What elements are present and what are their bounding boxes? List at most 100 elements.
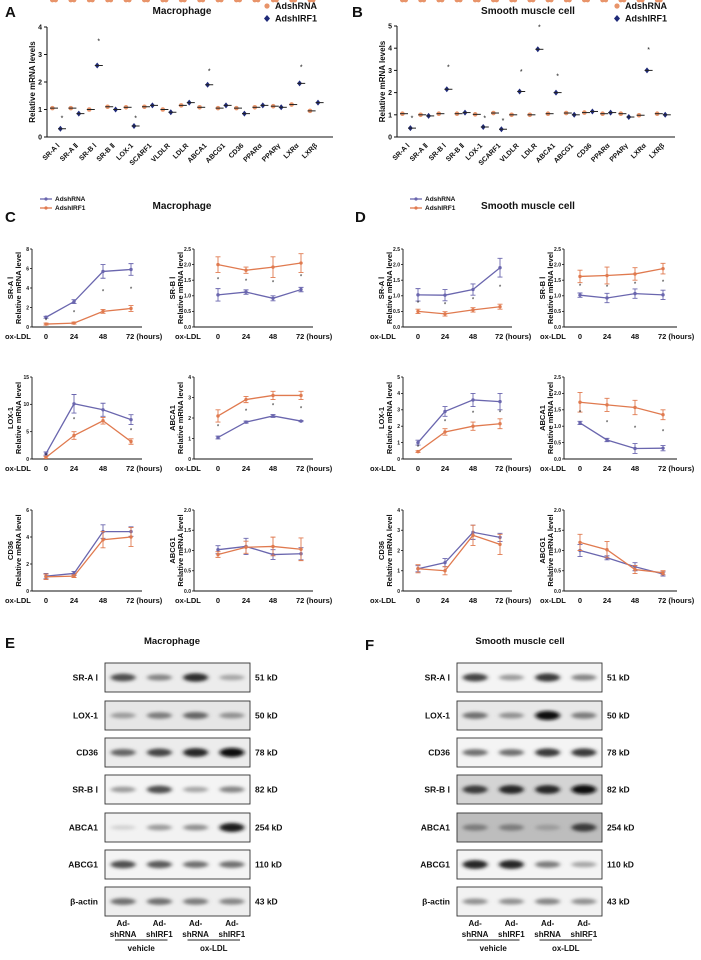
protein-band (571, 823, 597, 832)
category-label: ABCG1 (205, 142, 227, 164)
x-tick-label: 72 (hours) (126, 332, 163, 341)
x-axis-label: ox-LDL (5, 464, 31, 473)
x-tick-label: 72 (hours) (126, 596, 163, 605)
protein-label: ABCG1 (68, 860, 98, 870)
category-label: SR-A Ⅰ (391, 142, 411, 162)
gene-label: ABCG1 (538, 537, 547, 563)
series-line-adshirf1 (417, 306, 501, 315)
protein-band (219, 898, 245, 905)
y-tick-label: 0.0 (554, 589, 561, 595)
data-point (471, 398, 475, 402)
protein-band (219, 786, 245, 793)
x-axis-label: ox-LDL (5, 332, 31, 341)
data-point (605, 273, 609, 278)
data-point (578, 400, 582, 404)
y-tick-label: 1 (397, 440, 400, 446)
y-tick-label: 2 (188, 416, 191, 422)
legend-marker (414, 206, 418, 210)
data-point (471, 287, 475, 292)
category-label: PPARα (242, 142, 264, 164)
y-tick-label: 0 (388, 135, 392, 142)
significance-star: * (411, 116, 414, 123)
significance-star: * (73, 310, 76, 316)
molecular-weight-label: 254 kD (607, 823, 634, 833)
significance-star: * (606, 285, 609, 291)
data-point (563, 0, 569, 3)
protein-label: CD36 (76, 748, 98, 758)
protein-band (219, 823, 245, 832)
molecular-weight-label: 78 kD (607, 748, 630, 758)
protein-band (498, 824, 524, 831)
y-tick-label: 0.5 (554, 309, 561, 315)
y-tick-label: 2.5 (184, 247, 191, 253)
y-tick-label: 0 (26, 457, 29, 463)
x-tick-label: 48 (469, 596, 477, 605)
category-label: LXRβ (301, 142, 319, 160)
x-tick-label: 24 (441, 596, 450, 605)
data-point (101, 309, 105, 314)
section-title: Macrophage (153, 201, 212, 212)
x-tick-label: 24 (603, 332, 612, 341)
series-line-adshrna (217, 288, 302, 299)
legend-marker (44, 206, 48, 210)
panel-letter-a: A (5, 4, 16, 21)
protein-band (462, 673, 488, 682)
data-point (509, 0, 514, 3)
data-point (244, 545, 248, 549)
x-tick-label: 24 (242, 596, 251, 605)
y-axis-label: Relative mRNA levels (378, 40, 387, 122)
series-line-adshirf1 (579, 541, 664, 574)
legend-label: AdshIRF1 (625, 14, 667, 24)
data-point (101, 419, 105, 423)
protein-band (462, 749, 488, 756)
lane-label: shIRF1 (571, 930, 598, 939)
panel-letter-d: D (355, 209, 366, 226)
data-point (44, 575, 48, 579)
protein-band (183, 898, 209, 905)
molecular-weight-label: 82 kD (255, 785, 278, 795)
lane-label: shIRF1 (146, 930, 173, 939)
data-point (244, 397, 248, 402)
y-tick-label: 5 (397, 375, 400, 381)
scatter-chart-b: Smooth muscle cell 0 1 2 3 4 5 Relative mRNA le… (378, 0, 675, 167)
series-line-adshirf1 (417, 534, 501, 572)
protein-band (146, 824, 172, 831)
significance-star: * (272, 281, 275, 287)
protein-band (219, 674, 245, 681)
y-tick-label: 3 (38, 52, 42, 59)
data-point (105, 0, 110, 3)
data-point (545, 0, 551, 3)
protein-band (110, 673, 136, 682)
molecular-weight-label: 110 kD (255, 860, 282, 870)
blot-row: ABCA1 254 kD (421, 812, 634, 843)
legend-label: AdshRNA (55, 196, 86, 203)
protein-label: CD36 (428, 748, 450, 758)
y-tick-label: 0.5 (554, 440, 561, 446)
protein-band (110, 825, 136, 830)
series-line-adshrna (45, 530, 131, 577)
panel-letter-e: E (5, 635, 15, 652)
y-axis-label: Relative mRNA level (385, 382, 394, 454)
data-point (578, 293, 582, 297)
protein-label: LOX-1 (73, 711, 98, 721)
significance-star: * (272, 404, 275, 410)
y-axis-label: Relative mRNA levels (28, 41, 37, 123)
significance-star: * (217, 278, 220, 284)
data-point (244, 268, 248, 272)
data-point (471, 424, 475, 428)
protein-band (498, 674, 524, 681)
legend-marker-circle (614, 3, 620, 9)
x-tick-label: 48 (99, 332, 107, 341)
data-point (44, 455, 48, 460)
significance-star: * (417, 445, 420, 451)
data-point (44, 322, 48, 326)
x-axis-label: ox-LDL (540, 596, 566, 605)
significance-star: * (556, 74, 559, 81)
lane-label: Ad- (116, 919, 130, 928)
x-axis-label: ox-LDL (175, 464, 201, 473)
lane-label: shIRF1 (219, 930, 246, 939)
protein-band (219, 712, 245, 719)
